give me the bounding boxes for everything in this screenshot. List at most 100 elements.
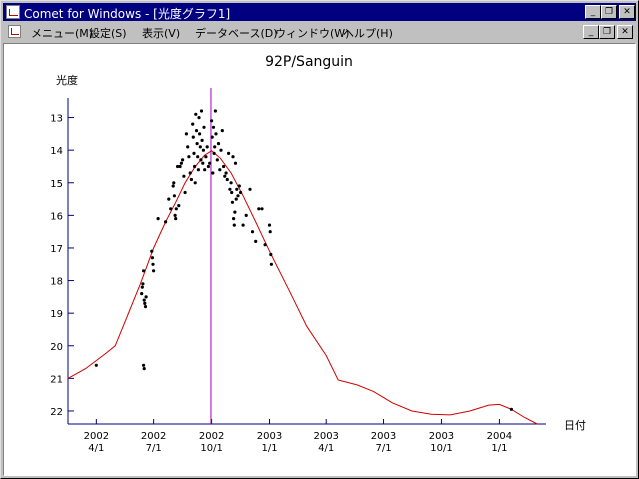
observation-point: [142, 269, 146, 273]
doc-minimize-button[interactable]: _: [583, 25, 599, 39]
observation-point: [193, 164, 197, 169]
observation-point: [150, 256, 154, 260]
observation-point: [199, 109, 204, 113]
observation-point: [230, 200, 234, 204]
x-tick-date: 4/1: [88, 443, 104, 454]
doc-close-button[interactable]: ✕: [617, 25, 633, 39]
menu-database[interactable]: データベース(D): [195, 27, 278, 40]
y-tick-label: 19: [50, 309, 63, 320]
app-icon[interactable]: [6, 5, 20, 19]
observation-point: [202, 125, 206, 129]
observation-point: [186, 145, 190, 149]
x-tick-date: 1/1: [491, 443, 507, 454]
restore-button[interactable]: ❐: [601, 5, 617, 19]
menu-view[interactable]: 表示(V): [142, 27, 181, 40]
observation-point: [210, 119, 214, 123]
y-tick-label: 21: [50, 374, 63, 385]
predicted-curve: [67, 150, 538, 425]
observation-point: [191, 122, 195, 126]
observation-point: [244, 213, 248, 217]
observation-point: [179, 161, 183, 165]
observation-point: [267, 223, 272, 227]
observation-point: [257, 207, 261, 211]
observation-point: [195, 142, 199, 146]
x-tick-year: 2002: [199, 431, 224, 442]
observation-point: [218, 168, 222, 172]
observation-point: [232, 223, 236, 227]
observation-point: [228, 187, 232, 191]
observation-point: [254, 239, 258, 243]
observation-point: [204, 155, 208, 159]
x-tick-date: 10/1: [200, 443, 222, 454]
observation-point: [197, 116, 201, 120]
y-tick-label: 13: [50, 114, 63, 125]
observation-point: [235, 187, 239, 191]
observation-point: [164, 220, 168, 224]
observation-point: [201, 148, 205, 152]
observation-point: [140, 285, 144, 289]
window-title: Comet for Windows - [光度グラフ1]: [24, 7, 231, 21]
menu-help[interactable]: ヘルプ(H): [343, 27, 393, 40]
menu-bar: メニュー(M) 設定(S) 表示(V) データベース(D) ウィンドウ(W) ヘ…: [3, 22, 636, 42]
observation-point: [198, 132, 202, 136]
observation-point: [172, 194, 176, 198]
observation-point: [169, 207, 173, 211]
observation-point: [210, 135, 214, 139]
observation-point: [167, 197, 171, 201]
observation-point: [150, 249, 154, 253]
menu-menu[interactable]: メニュー(M): [31, 27, 94, 40]
observation-point: [268, 230, 272, 234]
x-tick-date: 7/1: [375, 443, 391, 454]
observation-point: [231, 155, 235, 159]
observation-point: [141, 282, 145, 286]
observation-point: [178, 164, 182, 169]
observation-point: [194, 112, 198, 116]
observation-point: [173, 213, 177, 217]
observation-point: [198, 145, 202, 149]
observation-point: [152, 269, 156, 273]
observation-point: [214, 132, 218, 136]
x-tick-year: 2003: [371, 431, 396, 442]
chart-title: 92P/Sanguin: [265, 54, 353, 70]
observation-point: [269, 252, 273, 257]
menu-settings[interactable]: 設定(S): [89, 27, 127, 40]
doc-restore-button[interactable]: ❐: [599, 25, 615, 39]
x-tick-year: 2002: [141, 431, 166, 442]
observation-point: [208, 161, 212, 165]
y-tick-label: 22: [50, 407, 63, 418]
observation-point: [176, 164, 180, 169]
document-icon[interactable]: [8, 25, 21, 38]
observation-point: [191, 135, 195, 139]
observation-point: [201, 161, 205, 165]
observation-point: [196, 155, 200, 159]
graph-area: 92P/Sanguin 光度 日付 13 14 15 16 17 18 19 20 21 22 20…: [3, 43, 636, 476]
y-tick-label: 15: [50, 179, 63, 190]
x-tick-year: 2003: [313, 431, 338, 442]
close-button[interactable]: ✕: [619, 5, 635, 19]
observation-point: [143, 301, 147, 305]
observation-point: [205, 145, 209, 149]
observation-point: [260, 207, 264, 211]
observation-point: [211, 125, 216, 129]
observation-point: [184, 132, 188, 136]
title-bar[interactable]: Comet for Windows - [光度グラフ1] _ ❐ ✕: [3, 3, 636, 21]
observation-point: [142, 363, 146, 367]
y-tick-label: 14: [50, 146, 63, 157]
observation-point: [212, 151, 216, 155]
x-tick-year: 2003: [429, 431, 454, 442]
observation-point: [203, 168, 207, 172]
observation-point: [142, 298, 146, 302]
observation-point: [200, 138, 204, 142]
observation-point: [213, 109, 217, 113]
observation-point: [241, 223, 245, 227]
x-tick-date: 4/1: [318, 443, 334, 454]
x-tick-date: 10/1: [430, 443, 452, 454]
observation-point: [144, 295, 148, 299]
observation-point: [219, 148, 223, 152]
observation-point: [187, 155, 191, 159]
menu-window[interactable]: ウィンドウ(W): [275, 27, 350, 40]
minimize-button[interactable]: _: [585, 5, 601, 19]
observation-point: [174, 207, 178, 211]
observation-point: [233, 210, 237, 214]
